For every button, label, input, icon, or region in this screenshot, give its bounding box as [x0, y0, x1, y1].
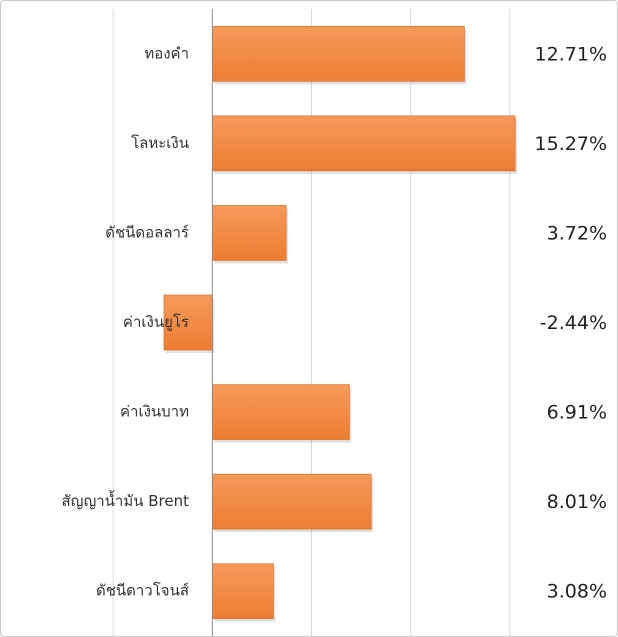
gridlines [112, 9, 511, 636]
bars [163, 25, 518, 622]
category-label: ทองคำ [144, 44, 189, 62]
bar [212, 384, 350, 440]
category-label: สัญญาน้ำมัน Brent [62, 490, 190, 510]
category-label: ค่าเงินยูโร [123, 313, 189, 331]
category-labels: ทองคำโลหะเงินดัชนีดอลลาร์ค่าเงินยูโรค่าเ… [62, 44, 190, 599]
category-label: ค่าเงินบาท [120, 403, 189, 421]
bar [212, 115, 516, 172]
value-label: 3.72% [547, 222, 607, 244]
bar [212, 563, 274, 620]
value-label: 8.01% [547, 491, 607, 513]
bar [212, 473, 372, 530]
value-label: 3.08% [547, 581, 607, 603]
category-label: โลหะเงิน [131, 134, 189, 152]
bar [212, 205, 287, 261]
value-label: 15.27% [535, 133, 607, 155]
value-labels: 12.71% 15.27% 3.72% -2.44% 6.91% 8.01% 3.08% [535, 43, 607, 602]
value-label: 6.91% [547, 402, 607, 424]
value-label: -2.44% [540, 312, 607, 334]
bar [163, 294, 213, 351]
category-label: ดัชนีดาวโจนส์ [96, 582, 189, 600]
category-label: ดัชนีดอลลาร์ [105, 223, 189, 241]
bar [212, 25, 465, 82]
value-label: 12.71% [535, 43, 607, 65]
